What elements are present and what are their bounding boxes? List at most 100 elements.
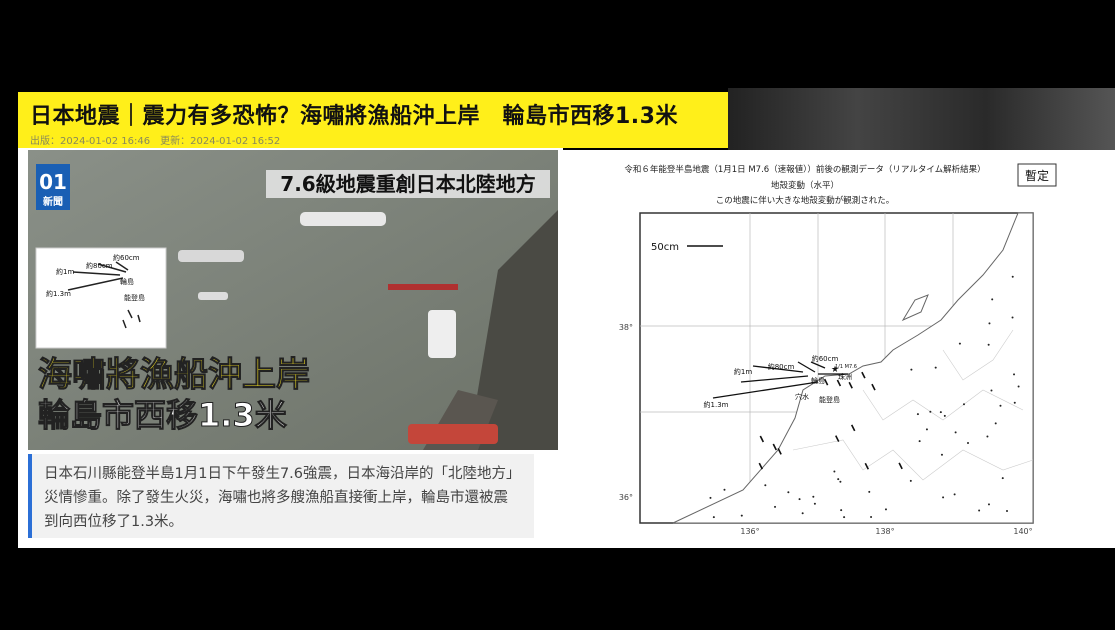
station [910, 368, 913, 371]
map-label: 穴水 [795, 392, 809, 401]
boats [178, 212, 498, 444]
station-arrow [864, 462, 870, 470]
station [712, 516, 715, 519]
map-body: 50cm 38° 36° 136° 138° 140° 約60cm 約80cm … [619, 212, 1034, 536]
headline: 日本地震｜震力有多恐怖？海嘯將漁船沖上岸 輪島市西移1.3米 [30, 104, 678, 129]
caption: 日本石川縣能登半島1月1日下午發生7.6強震，日本海沿岸的「北陸地方」災情慘重。… [28, 454, 534, 538]
station [884, 508, 887, 511]
station [934, 366, 937, 369]
station [1013, 401, 1016, 404]
station [798, 498, 801, 501]
station [1017, 385, 1020, 388]
station [987, 503, 990, 506]
station [1011, 275, 1014, 278]
inset-label: 能登島 [124, 293, 145, 302]
station [764, 484, 767, 487]
prefecture-borders [792, 329, 1034, 481]
station-arrow [861, 371, 866, 379]
article: 7.6級地震重創日本北陸地方 01 新聞 約60cm 約80cm 約1m 約1.… [18, 148, 563, 548]
coastline [672, 212, 1034, 524]
station [813, 502, 816, 505]
station [870, 515, 873, 518]
lon-label: 136° [740, 527, 759, 536]
station [986, 435, 989, 438]
map-label: 輪島 [811, 376, 825, 385]
station-arrow [823, 378, 829, 386]
banner-bg [266, 170, 550, 198]
map-label: 約1.3m [704, 400, 729, 409]
station [909, 479, 912, 482]
station [868, 490, 871, 493]
station [939, 411, 942, 414]
lon-label: 138° [875, 527, 894, 536]
map-label: 1/1 M7.6 [835, 364, 857, 370]
station [709, 496, 712, 499]
logo-sub: 新聞 [43, 195, 63, 208]
station [1005, 509, 1008, 512]
station-arrow [850, 424, 856, 432]
station [916, 413, 919, 416]
scale-label: 50cm [651, 242, 679, 253]
station [787, 491, 790, 494]
station [940, 453, 943, 456]
map-label: 約60cm [812, 354, 839, 363]
inset-label: 約60cm [113, 253, 140, 262]
station [999, 404, 1002, 407]
station [987, 343, 990, 346]
pier [468, 210, 558, 450]
map-label: 珠洲 [838, 372, 852, 381]
station-arrow [848, 381, 853, 389]
map-label: 約80cm [768, 362, 795, 371]
station-arrow [777, 448, 782, 455]
station-arrow [835, 435, 840, 443]
station [929, 410, 932, 413]
map-label: 約1m [734, 367, 752, 376]
sado-island [901, 294, 929, 322]
station [833, 470, 836, 473]
station [978, 509, 981, 512]
lat-label: 38° [619, 323, 633, 332]
map-note: この地震に伴い大きな地殻変動が観測された。 [716, 195, 895, 206]
station-arrow [898, 462, 903, 470]
station-arrow [836, 379, 842, 387]
lon-label: 140° [1013, 527, 1032, 536]
map-label: 能登島 [819, 395, 840, 404]
published: 出版：2024-01-02 16:46 [30, 136, 151, 147]
banner: 7.6級地震重創日本北陸地方 [280, 172, 535, 196]
inset-label: 約80cm [86, 261, 113, 270]
station-arrow [758, 462, 764, 470]
map-title: 令和６年能登半島地震（1月1日 M7.6（速報値））前後の観測データ（リアルタイ… [624, 164, 985, 175]
station [943, 414, 946, 417]
station [723, 488, 726, 491]
timestamps: 出版：2024-01-02 16:46 更新：2024-01-02 16:52 [30, 132, 290, 147]
map-subtitle: 地殻変動（水平） [771, 180, 839, 191]
station [967, 441, 970, 444]
station [840, 509, 843, 512]
displacement-arrows [712, 361, 848, 399]
updated: 更新：2024-01-02 16:52 [160, 136, 281, 147]
station [740, 514, 743, 517]
photo: 7.6級地震重創日本北陸地方 01 新聞 約60cm 約80cm 約1m 約1.… [28, 150, 558, 450]
station [991, 298, 994, 301]
station [843, 516, 846, 519]
station [942, 496, 945, 499]
station [988, 322, 991, 325]
station [954, 431, 957, 434]
station-arrow [772, 443, 777, 451]
headline-2: 輪島市西移1.3米 [38, 396, 287, 434]
inset-arrows [67, 261, 141, 329]
headline-1: 海嘯將漁船沖上岸 [38, 355, 310, 395]
station [990, 389, 993, 392]
inset-label: 約1m [56, 267, 74, 276]
station [812, 495, 815, 498]
map-panel: 令和６年能登半島地震（1月1日 M7.6（速報値））前後の観測データ（リアルタイ… [563, 150, 1115, 548]
station [1011, 316, 1014, 319]
station [839, 480, 842, 483]
station [918, 440, 921, 443]
badge: 暫定 [1025, 168, 1049, 183]
station [953, 493, 956, 496]
station-arrow [871, 383, 876, 391]
logo-bg [36, 164, 70, 210]
station [1013, 373, 1016, 376]
